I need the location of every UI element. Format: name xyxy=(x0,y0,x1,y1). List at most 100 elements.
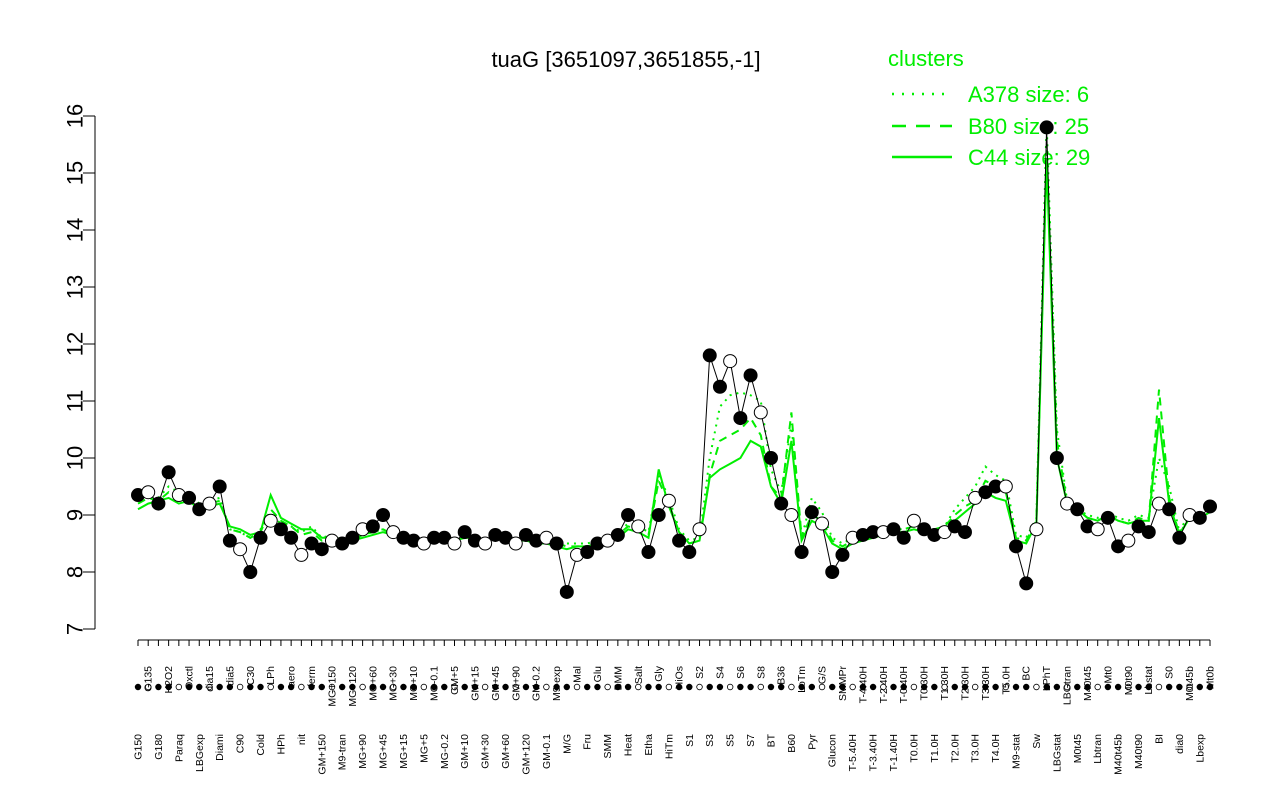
x-tick-label: MG+90 xyxy=(357,734,369,769)
chart-title: tuaG [3651097,3651855,-1] xyxy=(491,47,760,72)
x-rug-marker xyxy=(1165,683,1173,691)
x-rug-marker xyxy=(430,683,438,691)
x-rug-marker xyxy=(543,683,550,691)
x-tick-label: BC xyxy=(1021,666,1033,681)
data-point xyxy=(243,565,258,579)
x-rug-marker xyxy=(155,683,162,691)
x-rug-marker xyxy=(1145,683,1152,691)
x-rug-marker xyxy=(624,683,632,691)
x-rug-marker xyxy=(726,683,734,691)
x-tick-label: BT xyxy=(765,733,777,747)
x-rug-marker xyxy=(982,683,989,691)
x-rug-marker xyxy=(369,683,377,691)
x-tick-label: BMM xyxy=(612,666,624,691)
x-rug-marker xyxy=(532,683,540,691)
data-point xyxy=(559,584,574,599)
data-point xyxy=(712,379,727,394)
data-point xyxy=(376,508,391,522)
x-rug-marker xyxy=(451,683,458,691)
x-tick-label: Heat xyxy=(623,734,635,756)
data-point xyxy=(1039,120,1054,135)
data-point xyxy=(774,496,789,511)
data-point xyxy=(141,485,156,500)
x-rug-marker xyxy=(1135,683,1142,691)
x-tick-label: SMM xyxy=(602,734,614,759)
x-rug-marker xyxy=(910,683,918,691)
x-rug-marker xyxy=(696,683,703,691)
x-rug-marker xyxy=(951,683,958,691)
x-rug-marker xyxy=(992,683,999,691)
x-tick-label: Salt xyxy=(633,666,645,684)
x-tick-label: MG+45 xyxy=(378,734,390,769)
x-rug-marker xyxy=(573,683,581,691)
y-tick-label: 10 xyxy=(63,446,88,470)
y-tick-label: 15 xyxy=(63,161,88,185)
x-rug-marker xyxy=(318,683,325,691)
x-rug-marker xyxy=(379,683,387,691)
points-connector xyxy=(137,127,1211,593)
x-rug-marker xyxy=(655,683,662,691)
x-rug-marker xyxy=(461,683,468,691)
legend-label-c44: C44 size: 29 xyxy=(968,145,1090,170)
x-rug-marker xyxy=(880,683,887,691)
x-tick-label: Cold xyxy=(255,734,267,756)
x-tick-label: H2O2 xyxy=(163,666,175,694)
legend-label-b80: B80 size: 25 xyxy=(968,114,1089,139)
x-tick-label: T0.0H xyxy=(908,734,920,763)
x-rug-marker xyxy=(859,683,867,691)
x-tick-label: GM+150 xyxy=(316,734,328,775)
x-tick-label: M9-exp xyxy=(551,666,563,701)
x-tick-label: GM+45 xyxy=(490,666,502,701)
x-rug-marker xyxy=(216,683,223,691)
x-rug-marker xyxy=(328,683,336,691)
x-tick-label: MG+30 xyxy=(388,666,400,701)
x-rug-marker xyxy=(553,683,560,691)
x-tick-label: dia5 xyxy=(224,666,236,686)
x-tick-label: MG-0.2 xyxy=(439,734,451,769)
x-tick-label: M0t45 xyxy=(1072,734,1084,763)
x-tick-label: GM+5 xyxy=(449,666,461,695)
x-tick-label: C30 xyxy=(245,666,257,685)
x-rug-marker xyxy=(502,683,509,691)
x-rug-marker xyxy=(849,683,856,691)
x-rug-marker xyxy=(716,683,724,691)
x-rug-marker xyxy=(767,683,775,691)
x-tick-label: T5.0H xyxy=(1000,666,1012,695)
y-tick-label: 11 xyxy=(63,390,88,413)
x-tick-label: nit xyxy=(296,734,308,745)
x-tick-label: LBGexp xyxy=(194,734,206,772)
data-point xyxy=(202,496,217,511)
data-point xyxy=(253,530,268,545)
x-tick-label: G150 xyxy=(133,734,145,760)
data-point xyxy=(672,533,687,548)
data-point xyxy=(661,493,676,508)
data-point xyxy=(151,496,166,511)
series-line-dashed xyxy=(137,150,1211,548)
x-tick-label: GM+60 xyxy=(500,734,512,769)
x-rug-marker xyxy=(971,683,979,691)
legend-title: clusters xyxy=(888,46,964,71)
x-rug-marker xyxy=(594,683,601,691)
x-tick-label: Lbexp xyxy=(1194,734,1206,763)
x-tick-label: G135 xyxy=(143,666,155,692)
data-point xyxy=(233,542,248,557)
x-tick-label: T0.30H xyxy=(919,666,931,700)
x-tick-label: S1 xyxy=(684,734,696,747)
x-tick-label: T2.0H xyxy=(949,734,961,763)
data-point xyxy=(733,411,748,426)
data-point xyxy=(692,522,707,537)
x-rug-marker xyxy=(757,683,764,691)
x-rug-marker xyxy=(410,683,417,691)
data-point xyxy=(284,530,299,545)
x-rug-marker xyxy=(481,683,489,691)
x-rug-marker xyxy=(747,683,754,691)
x-axis: G150 G135 G180 H2O2 Paraq Oxctl LBGexp dia15 Dia… xyxy=(133,639,1217,775)
data-point xyxy=(447,536,462,551)
x-rug-marker xyxy=(686,683,693,691)
x-rug-marker xyxy=(257,683,264,691)
data-point xyxy=(753,405,768,420)
x-rug-marker xyxy=(778,683,785,691)
data-point xyxy=(1162,502,1177,517)
x-tick-label: S2 xyxy=(694,666,706,679)
data-point xyxy=(273,522,288,537)
